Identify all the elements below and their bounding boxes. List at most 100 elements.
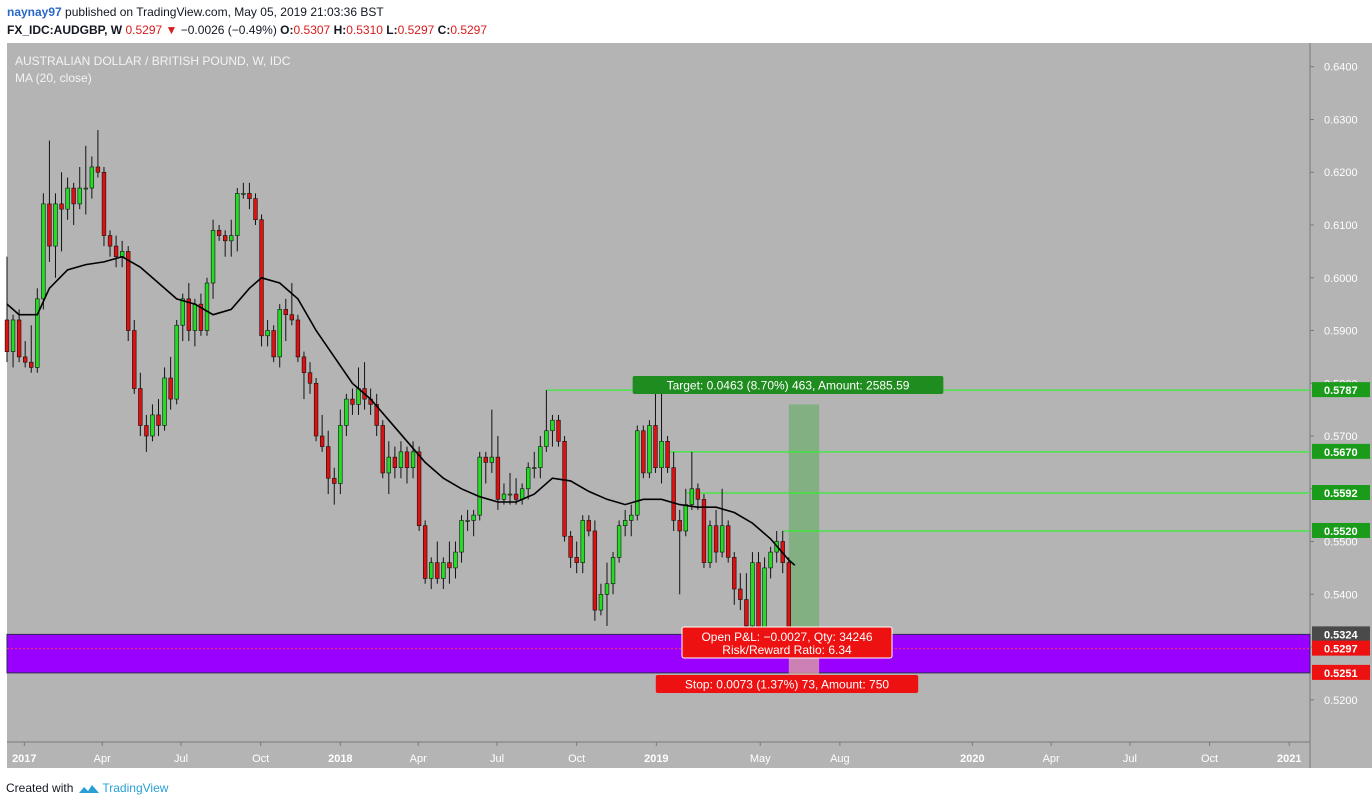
candle-body[interactable] <box>459 520 464 553</box>
candle-body[interactable] <box>71 187 76 205</box>
candle-body[interactable] <box>392 456 398 468</box>
candle-body[interactable] <box>659 440 664 468</box>
candle-body[interactable] <box>277 309 282 358</box>
candle-body[interactable] <box>574 557 579 563</box>
candle-body[interactable] <box>307 372 313 384</box>
candle-body[interactable] <box>338 425 343 484</box>
candle-body[interactable] <box>229 235 234 242</box>
candle-body[interactable] <box>313 382 319 437</box>
candle-body[interactable] <box>707 525 713 563</box>
support-zone[interactable] <box>6 633 1311 674</box>
candle-body[interactable] <box>429 562 434 579</box>
candle-body[interactable] <box>29 361 34 368</box>
candle-body[interactable] <box>477 456 482 516</box>
candle-body[interactable] <box>283 309 288 315</box>
candle-body[interactable] <box>732 557 737 590</box>
candle-body[interactable] <box>319 435 325 447</box>
candle-body[interactable] <box>556 419 561 442</box>
candle-body[interactable] <box>483 456 488 463</box>
candle-body[interactable] <box>671 467 676 521</box>
candle-body[interactable] <box>604 583 610 595</box>
candle-body[interactable] <box>519 488 525 500</box>
candle-body[interactable] <box>507 493 513 496</box>
candle-body[interactable] <box>186 298 191 331</box>
candle-body[interactable] <box>532 467 537 469</box>
candle-body[interactable] <box>253 198 258 221</box>
candle-body[interactable] <box>174 324 179 400</box>
candle-body[interactable] <box>471 514 476 521</box>
candle-body[interactable] <box>647 425 652 474</box>
candle-body[interactable] <box>107 235 113 247</box>
candle-body[interactable] <box>326 446 331 479</box>
candle-body[interactable] <box>641 430 646 474</box>
candle-body[interactable] <box>683 504 688 532</box>
candle-body[interactable] <box>23 356 28 363</box>
candle-body[interactable] <box>422 525 428 579</box>
candle-body[interactable] <box>616 525 622 558</box>
candle-body[interactable] <box>289 314 295 321</box>
candle-body[interactable] <box>465 520 470 522</box>
candle-body[interactable] <box>216 229 222 236</box>
candle-body[interactable] <box>168 377 173 400</box>
candle-body[interactable] <box>441 562 446 579</box>
candle-body[interactable] <box>544 430 549 447</box>
candle-body[interactable] <box>95 166 101 173</box>
candle-body[interactable] <box>550 419 555 432</box>
candle-body[interactable] <box>526 467 531 490</box>
candle-body[interactable] <box>689 488 695 505</box>
candle-body[interactable] <box>768 551 773 569</box>
candle-body[interactable] <box>726 525 731 558</box>
candle-body[interactable] <box>598 593 604 611</box>
candle-body[interactable] <box>495 456 501 500</box>
candle-body[interactable] <box>635 430 640 516</box>
candle-body[interactable] <box>398 451 404 468</box>
candle-body[interactable] <box>271 330 276 358</box>
candle-body[interactable] <box>192 303 198 331</box>
candle-body[interactable] <box>762 567 767 632</box>
price-tag[interactable]: 0.5297 <box>1312 640 1370 656</box>
candle-body[interactable] <box>610 557 616 585</box>
candle-body[interactable] <box>210 229 216 284</box>
candle-body[interactable] <box>156 414 161 426</box>
candle-body[interactable] <box>562 440 567 537</box>
candle-body[interactable] <box>756 562 761 632</box>
candle-body[interactable] <box>404 451 410 468</box>
candle-body[interactable] <box>53 203 58 247</box>
candle-body[interactable] <box>744 599 749 627</box>
candle-body[interactable] <box>10 319 16 352</box>
author-name[interactable]: naynay97 <box>7 5 62 19</box>
candle-body[interactable] <box>265 330 270 337</box>
candle-body[interactable] <box>677 520 682 532</box>
candle-body[interactable] <box>301 356 307 374</box>
candle-body[interactable] <box>489 456 495 463</box>
candle-body[interactable] <box>204 282 210 331</box>
price-tag[interactable]: 0.5251 <box>1312 664 1370 680</box>
candle-body[interactable] <box>180 298 185 326</box>
indicator-label[interactable]: MA (20, close) <box>15 71 92 85</box>
candle-body[interactable] <box>47 203 52 247</box>
candle-body[interactable] <box>719 525 725 553</box>
candle-body[interactable] <box>198 303 204 331</box>
candle-body[interactable] <box>247 193 252 199</box>
candle-body[interactable] <box>350 398 355 405</box>
candle-body[interactable] <box>41 203 46 300</box>
candle-body[interactable] <box>629 514 634 521</box>
candle-body[interactable] <box>356 388 361 405</box>
candle-body[interactable] <box>580 520 585 563</box>
candle-body[interactable] <box>435 562 440 579</box>
candle-body[interactable] <box>586 520 591 532</box>
candle-body[interactable] <box>416 451 422 527</box>
candle-body[interactable] <box>750 562 755 627</box>
candle-body[interactable] <box>59 203 64 210</box>
candle-body[interactable] <box>332 477 337 484</box>
candle-body[interactable] <box>77 187 82 205</box>
candle-body[interactable] <box>241 193 246 195</box>
candle-body[interactable] <box>138 388 143 426</box>
candle-body[interactable] <box>410 451 416 468</box>
candle-body[interactable] <box>222 235 228 242</box>
candle-body[interactable] <box>126 251 131 331</box>
candle-body[interactable] <box>295 319 301 358</box>
target-zone[interactable] <box>788 404 820 649</box>
candle-body[interactable] <box>150 414 155 437</box>
